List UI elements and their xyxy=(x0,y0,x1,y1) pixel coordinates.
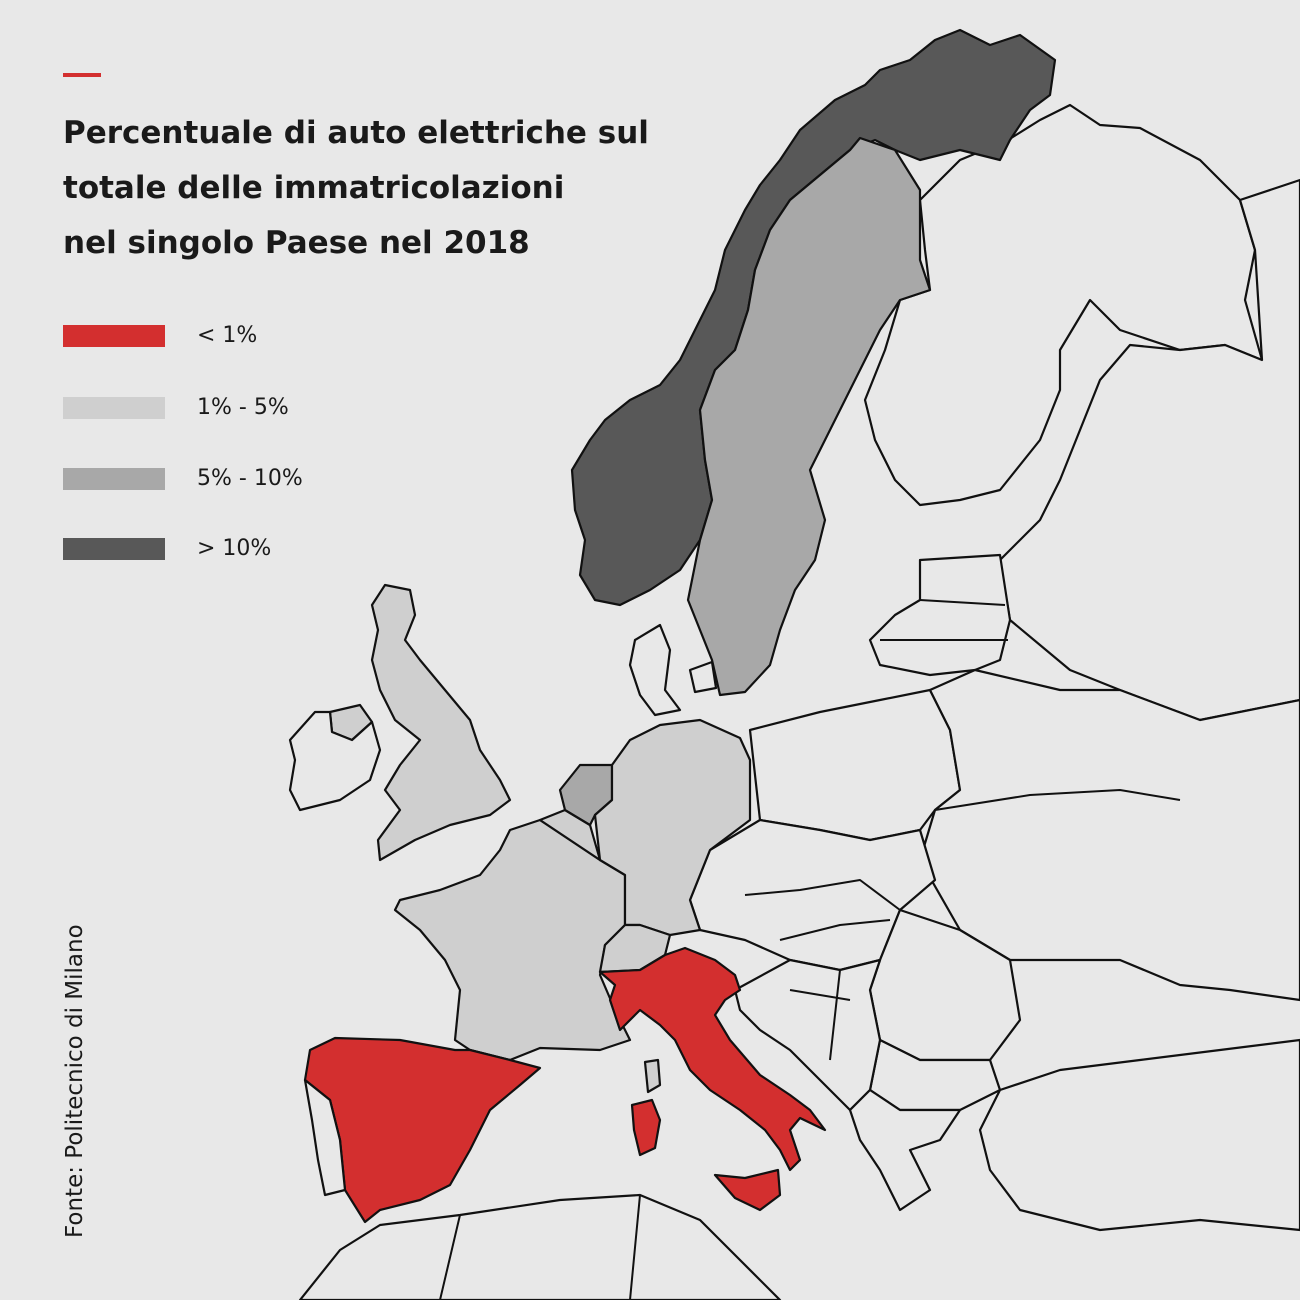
legend-label: < 1% xyxy=(197,323,258,348)
legend-item-1-5: 1% - 5% xyxy=(63,395,363,421)
legend-label: 5% - 10% xyxy=(197,466,303,491)
legend-item-5-10: 5% - 10% xyxy=(63,466,363,492)
country-sweden xyxy=(686,136,932,697)
country-germany xyxy=(593,718,752,937)
country-corsica xyxy=(643,1058,662,1094)
legend-swatch xyxy=(63,397,165,419)
country-greece xyxy=(848,1088,962,1212)
country-denmark xyxy=(628,623,682,717)
country-sicily xyxy=(713,1168,782,1212)
country-denmark-islands xyxy=(688,660,718,694)
title-accent-bar xyxy=(63,73,101,77)
country-italy xyxy=(598,946,827,1172)
legend-label: > 10% xyxy=(197,536,272,561)
title-line-1: Percentuale di auto elettriche sul xyxy=(63,115,649,151)
legend-swatch xyxy=(63,468,165,490)
country-north-africa xyxy=(298,1193,782,1300)
title-line-2: totale delle immatricolazioni xyxy=(63,170,565,206)
country-spain xyxy=(303,1036,542,1224)
legend-swatch xyxy=(63,325,165,347)
country-sardinia xyxy=(630,1098,662,1157)
legend-swatch xyxy=(63,538,165,560)
country-ireland xyxy=(288,710,382,812)
country-baltics xyxy=(868,553,1012,677)
title-line-3: nel singolo Paese nel 2018 xyxy=(63,225,530,261)
country-turkey xyxy=(978,1038,1300,1232)
country-poland xyxy=(748,688,962,842)
legend-item-under-1: < 1% xyxy=(63,323,363,349)
map-title: Percentuale di auto elettriche sul total… xyxy=(63,106,723,271)
legend-item-over-10: > 10% xyxy=(63,536,363,562)
legend-label: 1% - 5% xyxy=(197,395,289,420)
source-credit: Fonte: Politecnico di Milano xyxy=(62,924,88,1238)
country-united-kingdom xyxy=(370,583,512,862)
country-ukraine xyxy=(918,668,1300,1002)
country-portugal xyxy=(303,1078,347,1197)
